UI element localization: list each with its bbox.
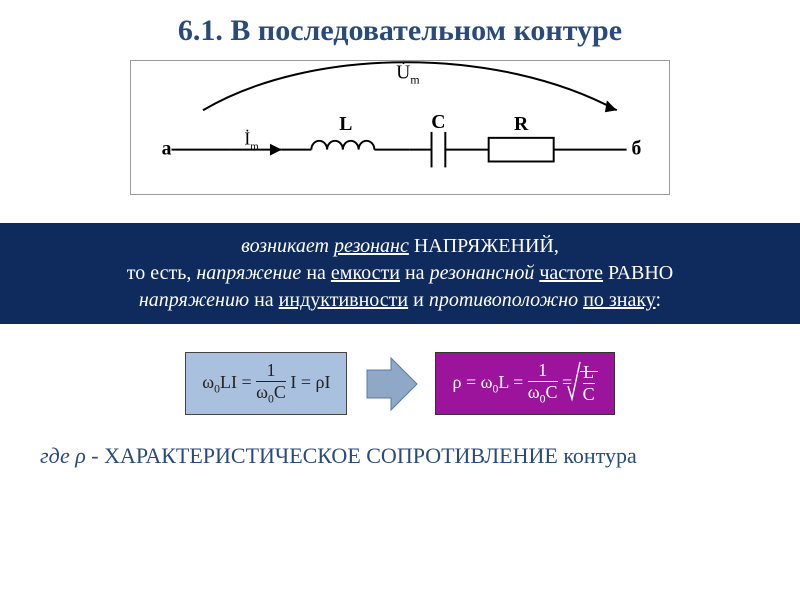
eq1-den-pre: ω <box>256 382 268 402</box>
b2-rav: РАВНО <box>603 262 673 284</box>
b1-res: резонанс <box>334 235 409 257</box>
b1-post: НАПРЯЖЕНИЙ, <box>409 235 559 257</box>
b1-pre: возникает <box>241 235 334 257</box>
b3-i: и <box>408 289 429 311</box>
eq2-den-pre: ω <box>528 382 540 402</box>
eq1-num: 1 <box>256 361 286 381</box>
C-label: C <box>431 111 445 133</box>
b3-znak: по знаку <box>583 289 655 311</box>
circuit-diagram: U̇m а б İm L C R <box>130 60 670 195</box>
b2-pre: то есть, <box>127 262 197 284</box>
page-title: 6.1. В последовательном контуре <box>0 0 800 48</box>
footer-rest: ХАРАКТЕРИСТИЧЕСКОЕ СОПРОТИВЛЕНИЕ контура <box>104 443 637 468</box>
eq2-num: 1 <box>528 361 558 381</box>
circuit-svg: U̇m а б İm L C R <box>131 61 669 194</box>
R-label: R <box>514 113 529 135</box>
terminal-a: а <box>162 138 172 160</box>
svg-text:U̇m: U̇m <box>396 61 419 87</box>
equations-row: ω0LI = 1 ω0C I = ρI ρ = ω0L = 1 ω0C = <box>0 352 800 415</box>
b3-na: на <box>249 289 279 311</box>
b3-napr: напряжению <box>139 289 249 311</box>
im-sub: m <box>250 141 259 153</box>
arrow-icon <box>363 356 419 412</box>
b2-napr: напряжение <box>196 262 301 284</box>
b3-ind: индуктивности <box>279 289 408 311</box>
L-label: L <box>339 113 352 135</box>
eq2-rho: ρ = ω <box>452 372 492 392</box>
equation-1-box: ω0LI = 1 ω0C I = ρI <box>185 352 347 415</box>
b3-colon: : <box>656 289 662 311</box>
b2-na2: на <box>400 262 430 284</box>
eq2-sqrt-num: L <box>583 363 595 383</box>
eq1-den-post: C <box>274 382 286 402</box>
eq1-mid: I = ρI <box>290 372 330 392</box>
eq1-lhs: ω <box>202 372 214 392</box>
footer-note: где ρ - ХАРАКТЕРИСТИЧЕСКОЕ СОПРОТИВЛЕНИЕ… <box>0 443 800 469</box>
b2-rez: резонансной <box>430 262 540 284</box>
footer-pre: где ρ - <box>40 443 104 468</box>
um-sub: m <box>410 73 419 87</box>
terminal-b: б <box>632 138 642 160</box>
eq2-rho-post: L = <box>498 372 527 392</box>
equation-2-box: ρ = ω0L = 1 ω0C = L C <box>435 352 614 415</box>
b2-chast: частоте <box>539 262 603 284</box>
eq2-den-post: C <box>546 382 558 402</box>
b2-emk: емкости <box>331 262 400 284</box>
eq1-lhs-post: LI = <box>220 372 256 392</box>
um-label: U̇ <box>396 61 410 84</box>
b3-prot: противоположно <box>429 289 578 311</box>
resonance-banner: возникает резонанс НАПРЯЖЕНИЙ, то есть, … <box>0 223 800 324</box>
eq2-sqrt-den: C <box>583 383 595 405</box>
b2-na: на <box>301 262 331 284</box>
